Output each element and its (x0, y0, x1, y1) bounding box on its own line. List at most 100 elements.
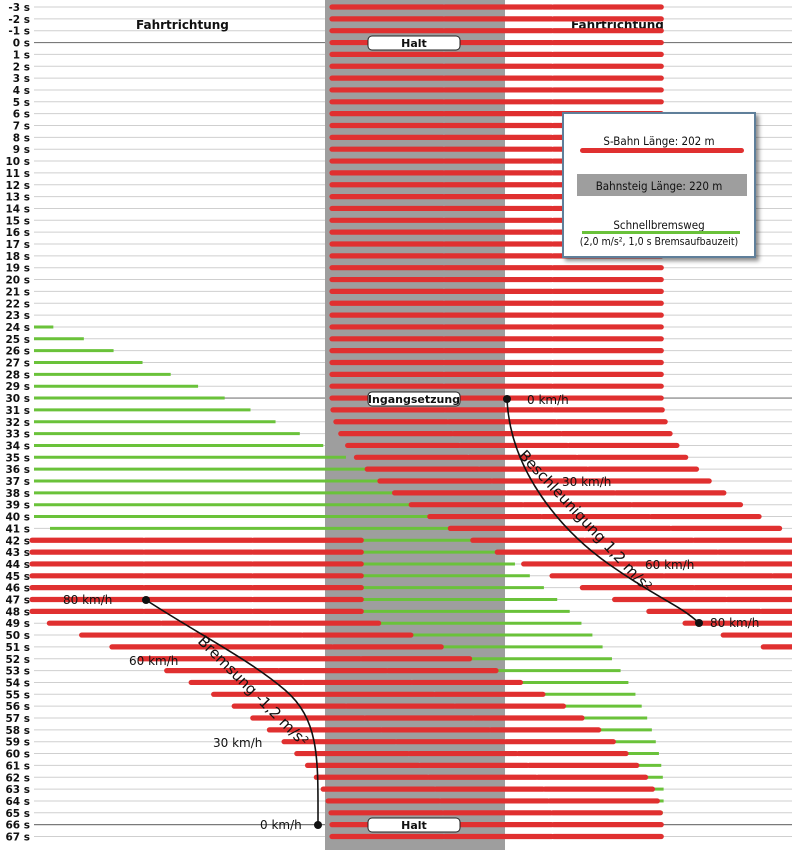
braking-curve (145, 599, 319, 826)
time-tick-label: 57 s (5, 713, 30, 725)
time-tick-label: 3 s (13, 73, 30, 85)
speed-label-accel-30: 30 km/h (562, 475, 611, 489)
time-tick-label: -1 s (8, 26, 30, 38)
start-marker-box (367, 391, 461, 407)
time-tick-label: 36 s (5, 464, 30, 476)
time-tick-label: 1 s (13, 49, 30, 61)
time-tick-label: 65 s (5, 808, 30, 820)
time-tick-label: 35 s (5, 452, 30, 464)
time-tick-label: 31 s (5, 405, 30, 417)
time-tick-label: 9 s (13, 144, 30, 156)
time-tick-label: 59 s (5, 737, 30, 749)
speed-label-brake-60: 60 km/h (129, 654, 178, 668)
legend-platform-label: Bahnsteig Länge: 220 m (595, 179, 723, 193)
time-tick-label: 45 s (5, 571, 30, 583)
legend-brake-note: (2,0 m/s², 1,0 s Bremsaufbauzeit) (579, 236, 739, 248)
time-tick-label: 55 s (5, 689, 30, 701)
time-tick-label: 17 s (5, 239, 30, 251)
brake-start-dot (142, 596, 150, 604)
time-tick-label: 13 s (5, 192, 30, 204)
time-tick-label: 32 s (5, 417, 30, 429)
stop-marker-label-top: Halt (401, 37, 427, 50)
time-tick-label: 43 s (5, 547, 30, 559)
time-tick-label: 25 s (5, 334, 30, 346)
time-axis-labels: -3 s-2 s-1 s0 s1 s2 s3 s4 s5 s6 s7 s8 s9… (5, 2, 30, 844)
time-tick-label: 0 s (13, 38, 30, 50)
time-tick-label: 58 s (5, 725, 30, 737)
speed-label-accel-80: 80 km/h (710, 616, 759, 630)
time-tick-label: 52 s (5, 654, 30, 666)
speed-label-accel-0: 0 km/h (527, 393, 569, 407)
time-tick-label: 20 s (5, 275, 30, 287)
time-tick-label: 24 s (5, 322, 30, 334)
time-tick-label: 12 s (5, 180, 30, 192)
time-tick-label: 4 s (13, 85, 30, 97)
legend-train-swatch (580, 148, 744, 153)
time-tick-label: 46 s (5, 583, 30, 595)
speed-label-brake-0: 0 km/h (260, 818, 302, 832)
brake-end-dot (314, 821, 322, 829)
speed-label-brake-30: 30 km/h (213, 736, 262, 750)
stop-marker-box-bottom (367, 817, 461, 833)
legend-brake-swatch (582, 231, 740, 234)
time-tick-label: 33 s (5, 429, 30, 441)
time-tick-label: 23 s (5, 310, 30, 322)
legend-platform-swatch (577, 174, 747, 196)
time-tick-label: 60 s (5, 749, 30, 761)
time-tick-label: 50 s (5, 630, 30, 642)
time-tick-label: 40 s (5, 512, 30, 524)
time-tick-label: 26 s (5, 346, 30, 358)
time-tick-label: 28 s (5, 369, 30, 381)
time-tick-label: 7 s (13, 121, 30, 133)
time-tick-label: 64 s (5, 796, 30, 808)
time-tick-label: 67 s (5, 832, 30, 844)
legend-box: S-Bahn Länge: 202 m Bahnsteig Länge: 220… (562, 112, 756, 258)
stop-marker-label-bottom: Halt (401, 819, 427, 832)
time-tick-label: 34 s (5, 440, 30, 452)
time-tick-label: 53 s (5, 666, 30, 678)
event-markers: Halt Ingangsetzung Halt (367, 35, 461, 833)
accel-end-dot (695, 619, 703, 627)
time-tick-label: 6 s (13, 109, 30, 121)
time-tick-label: 48 s (5, 606, 30, 618)
time-tick-label: 19 s (5, 263, 30, 275)
start-marker-label: Ingangsetzung (368, 393, 460, 406)
stop-marker-box-top (367, 35, 461, 51)
time-tick-label: -2 s (8, 14, 30, 26)
time-tick-label: 21 s (5, 286, 30, 298)
time-tick-label: 62 s (5, 772, 30, 784)
time-tick-label: 8 s (13, 132, 30, 144)
speed-label-brake-80: 80 km/h (63, 593, 112, 607)
time-tick-label: 22 s (5, 298, 30, 310)
acceleration-curve (506, 398, 700, 624)
accel-start-dot (503, 395, 511, 403)
time-tick-label: 15 s (5, 215, 30, 227)
time-tick-label: 27 s (5, 358, 30, 370)
speed-label-accel-60: 60 km/h (645, 558, 694, 572)
time-tick-label: 11 s (5, 168, 30, 180)
time-tick-label: 37 s (5, 476, 30, 488)
time-tick-label: 39 s (5, 500, 30, 512)
time-tick-label: 44 s (5, 559, 30, 571)
time-tick-label: 66 s (5, 820, 30, 832)
time-tick-label: 14 s (5, 203, 30, 215)
time-tick-label: 54 s (5, 677, 30, 689)
time-tick-label: -3 s (8, 2, 30, 14)
time-tick-label: 51 s (5, 642, 30, 654)
time-tick-label: 2 s (13, 61, 30, 73)
time-tick-label: 47 s (5, 595, 30, 607)
legend-brake-label: Schnellbremsweg (613, 218, 705, 232)
time-tick-label: 38 s (5, 488, 30, 500)
direction-label-left: Fahrtrichtung (136, 18, 229, 32)
time-tick-label: 30 s (5, 393, 30, 405)
time-tick-label: 29 s (5, 381, 30, 393)
braking-label: Bremsung -1,2 m/s² (194, 632, 312, 750)
legend-train-label: S-Bahn Länge: 202 m (603, 134, 715, 148)
time-tick-label: 61 s (5, 760, 30, 772)
time-tick-label: 49 s (5, 618, 30, 630)
time-tick-label: 42 s (5, 535, 30, 547)
time-tick-label: 63 s (5, 784, 30, 796)
time-tick-label: 5 s (13, 97, 30, 109)
